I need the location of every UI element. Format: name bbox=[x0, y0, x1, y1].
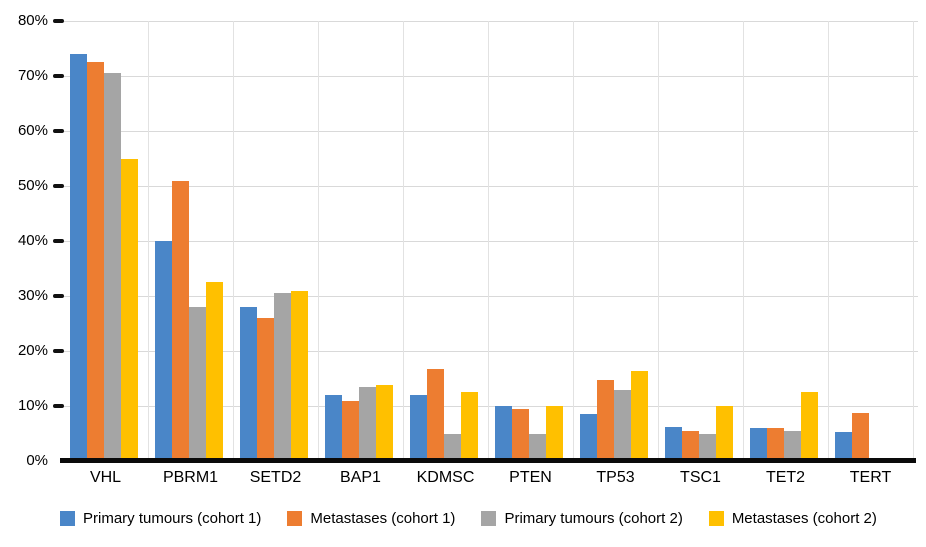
y-axis-tick bbox=[53, 404, 64, 408]
y-axis-label: 30% bbox=[17, 287, 48, 304]
gridline-vertical bbox=[233, 21, 234, 461]
bar-pten-series4 bbox=[545, 406, 563, 461]
gridline-vertical bbox=[148, 21, 149, 461]
bar-pbrm1-series2 bbox=[171, 180, 189, 461]
x-axis-label: VHL bbox=[89, 469, 122, 486]
legend-item-series2: Metastases (cohort 1) bbox=[287, 510, 455, 527]
bar-tp53-series2 bbox=[596, 380, 614, 461]
x-axis-line bbox=[60, 458, 916, 463]
legend-swatch-icon bbox=[708, 511, 724, 526]
x-axis-label: PBRM1 bbox=[162, 469, 219, 486]
gridline-vertical bbox=[318, 21, 319, 461]
bar-pten-series3 bbox=[528, 433, 546, 461]
bar-pten-series1 bbox=[494, 406, 512, 461]
y-axis-tick bbox=[53, 129, 64, 133]
legend-label: Primary tumours (cohort 2) bbox=[504, 510, 683, 527]
bar-setd2-series2 bbox=[256, 318, 274, 461]
y-axis-label: 40% bbox=[17, 232, 48, 249]
x-axis-label: TSC1 bbox=[680, 469, 721, 486]
bar-vhl-series2 bbox=[86, 62, 104, 461]
gridline-horizontal bbox=[63, 406, 918, 407]
gridline-horizontal bbox=[63, 296, 918, 297]
y-axis-label: 70% bbox=[17, 67, 48, 84]
bar-bap1-series2 bbox=[341, 400, 359, 461]
bar-setd2-series4 bbox=[290, 290, 308, 461]
legend-item-series3: Primary tumours (cohort 2) bbox=[481, 510, 683, 527]
y-axis-tick bbox=[53, 349, 64, 353]
legend-item-series1: Primary tumours (cohort 1) bbox=[60, 510, 261, 527]
y-axis-tick bbox=[53, 184, 64, 188]
legend-label: Metastases (cohort 1) bbox=[310, 510, 456, 527]
gridline-vertical bbox=[743, 21, 744, 461]
gridline-vertical bbox=[488, 21, 489, 461]
x-axis-label: TERT bbox=[849, 469, 892, 486]
chart-legend: Primary tumours (cohort 1) Metastases (co… bbox=[60, 510, 910, 527]
bar-tsc1-series4 bbox=[715, 406, 733, 461]
bar-tp53-series1 bbox=[579, 414, 597, 461]
legend-label: Primary tumours (cohort 1) bbox=[83, 510, 262, 527]
bar-tert-series1 bbox=[834, 432, 852, 461]
bar-vhl-series1 bbox=[69, 54, 87, 461]
y-axis-tick bbox=[53, 239, 64, 243]
bar-vhl-series4 bbox=[120, 158, 138, 461]
x-axis-label: TET2 bbox=[765, 469, 806, 486]
gridline-horizontal bbox=[63, 131, 918, 132]
x-axis-label: KDMSC bbox=[416, 469, 475, 486]
x-axis-label: PTEN bbox=[509, 469, 552, 486]
x-axis-label: BAP1 bbox=[340, 469, 381, 486]
bar-tp53-series4 bbox=[630, 371, 648, 461]
gridline-vertical bbox=[658, 21, 659, 461]
gridline-vertical bbox=[913, 21, 914, 461]
bar-tsc1-series3 bbox=[698, 433, 716, 461]
y-axis-tick bbox=[53, 19, 64, 23]
x-axis-label: SETD2 bbox=[249, 469, 302, 486]
gridline-horizontal bbox=[63, 241, 918, 242]
gridline-horizontal bbox=[63, 351, 918, 352]
y-axis-label: 0% bbox=[26, 452, 48, 469]
gridline-horizontal bbox=[63, 186, 918, 187]
gridline-vertical bbox=[828, 21, 829, 461]
bar-tsc1-series1 bbox=[664, 426, 682, 461]
y-axis-label: 10% bbox=[17, 397, 48, 414]
bar-pbrm1-series4 bbox=[205, 282, 223, 461]
bar-tet2-series1 bbox=[749, 428, 767, 461]
bar-tet2-series4 bbox=[800, 392, 818, 461]
y-axis-label: 50% bbox=[17, 177, 48, 194]
bar-tp53-series3 bbox=[613, 389, 631, 461]
bar-pten-series2 bbox=[511, 408, 529, 461]
bar-vhl-series3 bbox=[103, 73, 121, 461]
gridline-vertical bbox=[573, 21, 574, 461]
y-axis-tick bbox=[53, 294, 64, 298]
y-axis-label: 20% bbox=[17, 342, 48, 359]
bar-kdmsc-series1 bbox=[409, 395, 427, 461]
gridline-horizontal bbox=[63, 76, 918, 77]
bar-setd2-series3 bbox=[273, 293, 291, 461]
legend-swatch-icon bbox=[481, 511, 497, 526]
bar-tet2-series2 bbox=[766, 428, 784, 461]
x-axis-label: TP53 bbox=[596, 469, 635, 486]
bar-kdmsc-series2 bbox=[426, 368, 444, 461]
bar-bap1-series4 bbox=[375, 385, 393, 461]
bar-kdmsc-series3 bbox=[443, 433, 461, 461]
y-axis-tick bbox=[53, 74, 64, 78]
bar-kdmsc-series4 bbox=[460, 392, 478, 461]
y-axis-label: 60% bbox=[17, 122, 48, 139]
legend-item-series4: Metastases (cohort 2) bbox=[708, 510, 877, 527]
legend-swatch-icon bbox=[60, 511, 75, 526]
bar-tet2-series3 bbox=[783, 430, 801, 461]
bar-bap1-series1 bbox=[324, 395, 342, 461]
bar-tsc1-series2 bbox=[681, 430, 699, 461]
plot-area: 0% 10% 20% 30% 40% 50% 60% 70% 80% VHL PBRM1 SETD2 B… bbox=[17, 12, 918, 486]
gridline-vertical bbox=[403, 21, 404, 461]
bar-bap1-series3 bbox=[358, 386, 376, 461]
y-axis-label: 80% bbox=[17, 12, 48, 29]
bar-pbrm1-series3 bbox=[188, 307, 206, 461]
gridline-horizontal bbox=[63, 21, 918, 22]
bar-setd2-series1 bbox=[239, 307, 257, 461]
bar-tert-series2 bbox=[851, 412, 869, 461]
legend-swatch-icon bbox=[287, 511, 303, 526]
bar-pbrm1-series1 bbox=[154, 241, 172, 461]
legend-label: Metastases (cohort 2) bbox=[731, 510, 877, 527]
